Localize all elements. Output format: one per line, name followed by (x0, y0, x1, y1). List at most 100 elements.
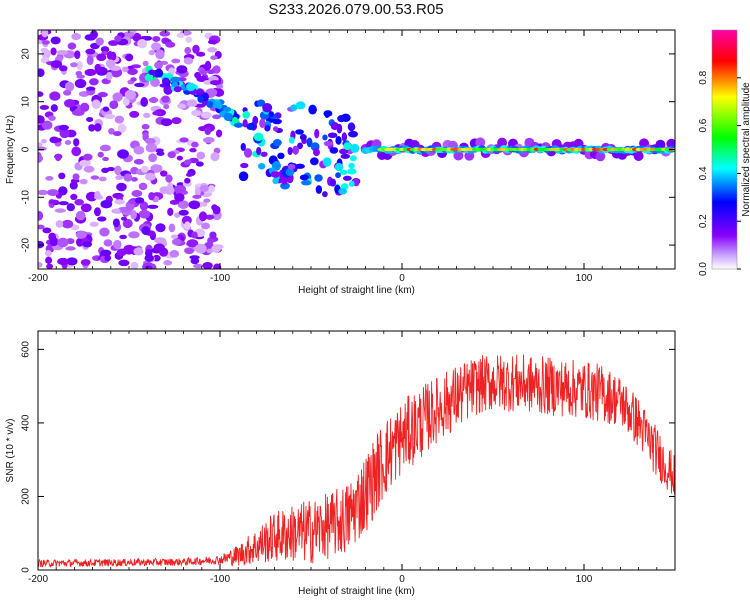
heatmap-cell (208, 185, 215, 193)
heatmap-cell (130, 77, 137, 82)
heatmap-cell (133, 158, 144, 165)
heatmap-cell (167, 207, 174, 217)
heatmap-cell (342, 175, 352, 181)
heatmap-cell (71, 32, 82, 41)
heatmap-cell (58, 65, 68, 72)
heatmap-cell (258, 162, 266, 170)
heatmap-cell (58, 201, 69, 206)
heatmap-cell (338, 188, 347, 195)
heatmap-cell (123, 173, 133, 182)
heatmap-cell (193, 263, 204, 269)
heatmap-cell (178, 209, 189, 216)
heatmap-cell (38, 154, 43, 163)
heatmap-cell (100, 249, 112, 257)
heatmap-cell (310, 157, 319, 166)
heatmap-cell (191, 109, 202, 117)
heatmap-cell (84, 68, 97, 77)
heatmap-cell (142, 60, 149, 67)
heatmap-cell (74, 78, 87, 89)
x-axis-label: Height of straight line (km) (298, 586, 415, 597)
heatmap-cell (246, 123, 255, 131)
heatmap-cell (46, 263, 54, 269)
heatmap-cell (161, 95, 170, 103)
heatmap-cell (308, 104, 317, 115)
heatmap-cell (347, 122, 356, 132)
heatmap-cell (76, 60, 83, 71)
heatmap-cell (148, 97, 159, 103)
heatmap-cell (118, 259, 130, 267)
heatmap-cell (114, 165, 122, 176)
heatmap-cell (192, 44, 200, 54)
heatmap-cell (335, 135, 342, 145)
heatmap-cell (100, 199, 113, 209)
heatmap-cell (256, 99, 266, 107)
heatmap-cell (45, 256, 53, 264)
heatmap-cell (174, 192, 185, 202)
heatmap-cell (242, 110, 250, 119)
heatmap-cell (130, 209, 137, 220)
heatmap-cell (299, 133, 307, 141)
heatmap-cell (209, 80, 221, 86)
heatmap-cell (55, 220, 64, 228)
heatmap-cell (75, 210, 86, 221)
heatmap-cell (262, 102, 273, 113)
heatmap-cell (198, 69, 208, 75)
heatmap-cell (184, 247, 195, 255)
heatmap-cell (238, 171, 249, 182)
heatmap-cell (103, 239, 113, 247)
heatmap-cell (198, 211, 208, 222)
heatmap-cell (38, 240, 45, 249)
y-axis-label: Frequency (Hz) (5, 115, 16, 184)
heatmap-cell (137, 38, 148, 49)
heatmap-cell (185, 36, 193, 43)
heatmap-cell (117, 149, 129, 159)
heatmap-cell (144, 172, 156, 181)
colorbar-gradient (712, 30, 737, 269)
heatmap-cell (38, 210, 44, 221)
heatmap-cell (176, 32, 185, 39)
heatmap-cell (140, 97, 149, 107)
heatmap-cell (64, 98, 76, 108)
heatmap-cell (114, 115, 125, 124)
heatmap-cell (144, 137, 156, 145)
heatmap-cell (38, 115, 45, 124)
heatmap-cell (108, 128, 115, 135)
heatmap-cell (268, 111, 275, 117)
heatmap-cell (176, 65, 188, 74)
heatmap-cell (96, 53, 107, 62)
heatmap-cell (222, 106, 232, 112)
heatmap-cell (72, 109, 85, 116)
heatmap-cell (335, 172, 341, 179)
heatmap-cell (337, 115, 346, 123)
heatmap-cell (75, 230, 87, 239)
heatmap-cell (72, 173, 80, 181)
heatmap-cell (143, 112, 151, 118)
snr-plot: -200 -100 0 100 0 200 400 600 Height of straight… (5, 330, 676, 597)
heatmap-cell (186, 82, 196, 92)
heatmap-cell (152, 36, 161, 42)
heatmap-cell (141, 123, 150, 130)
heatmap-cell (102, 156, 109, 162)
heatmap-cell (186, 239, 199, 248)
heatmap-cell (129, 110, 140, 118)
heatmap-cell (197, 95, 205, 103)
heatmap-cell (120, 216, 127, 221)
heatmap-cell (47, 189, 59, 196)
heatmap-cell (287, 163, 296, 170)
heatmap-cell (119, 234, 127, 240)
heatmap-cell (113, 239, 122, 250)
plot-frame (37, 330, 676, 571)
heatmap-cell (155, 223, 166, 233)
heatmap-cell (256, 147, 262, 155)
heatmap-cell (71, 146, 82, 157)
heatmap-cell (40, 47, 49, 53)
heatmap-cell (66, 203, 75, 212)
heatmap-cell (144, 265, 153, 269)
heatmap-cell (156, 151, 165, 156)
heatmap-cell (80, 203, 92, 213)
heatmap-cell (65, 246, 76, 251)
y-axis-label: SNR (10 * v/v) (5, 419, 16, 483)
heatmap-cell (152, 110, 163, 116)
heatmap-cell (49, 91, 61, 101)
heatmap-cell (206, 69, 215, 75)
